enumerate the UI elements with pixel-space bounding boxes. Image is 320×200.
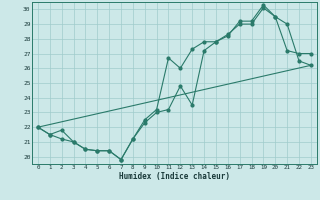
X-axis label: Humidex (Indice chaleur): Humidex (Indice chaleur) [119, 172, 230, 181]
